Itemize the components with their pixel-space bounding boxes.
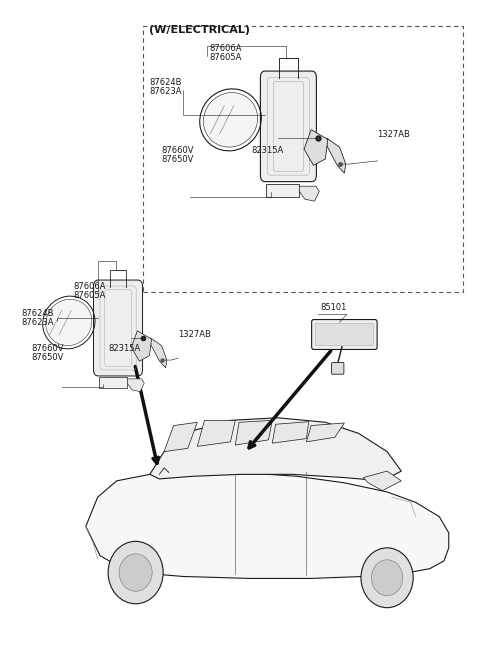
Text: 82315A: 82315A [108, 344, 140, 354]
Text: 87605A: 87605A [73, 291, 106, 300]
Polygon shape [272, 422, 309, 443]
Polygon shape [300, 186, 319, 201]
Text: 87624B: 87624B [149, 77, 181, 87]
Text: 87605A: 87605A [209, 53, 241, 62]
Polygon shape [306, 423, 344, 442]
Ellipse shape [46, 299, 92, 346]
Polygon shape [86, 472, 449, 579]
Polygon shape [127, 379, 144, 392]
Text: 1327AB: 1327AB [179, 330, 211, 339]
Polygon shape [304, 130, 328, 165]
Polygon shape [197, 420, 235, 446]
Polygon shape [132, 331, 152, 361]
FancyBboxPatch shape [94, 280, 143, 376]
Text: (W/ELECTRICAL): (W/ELECTRICAL) [149, 26, 250, 35]
FancyBboxPatch shape [332, 363, 344, 374]
Text: 1327AB: 1327AB [378, 130, 410, 138]
Text: 87623A: 87623A [22, 318, 54, 327]
Text: 82315A: 82315A [252, 146, 284, 155]
FancyBboxPatch shape [312, 319, 377, 350]
Text: 85101: 85101 [321, 302, 347, 312]
Bar [143, 26, 463, 292]
Text: 87606A: 87606A [209, 44, 241, 53]
Text: 87624B: 87624B [22, 309, 54, 318]
FancyBboxPatch shape [261, 71, 316, 182]
Text: 87650V: 87650V [31, 354, 64, 362]
Ellipse shape [119, 554, 152, 591]
Polygon shape [164, 422, 197, 451]
Polygon shape [235, 420, 272, 445]
Polygon shape [150, 418, 401, 481]
Text: 87606A: 87606A [73, 282, 106, 291]
Ellipse shape [204, 92, 258, 147]
Polygon shape [363, 471, 401, 491]
Ellipse shape [108, 541, 163, 604]
Text: 87650V: 87650V [162, 155, 194, 164]
Ellipse shape [361, 548, 413, 607]
Polygon shape [99, 377, 127, 388]
Polygon shape [266, 184, 300, 197]
Ellipse shape [372, 560, 403, 596]
Polygon shape [327, 138, 346, 173]
Text: 87623A: 87623A [149, 87, 181, 96]
Text: 87660V: 87660V [31, 344, 64, 354]
Polygon shape [151, 338, 167, 368]
Text: 87660V: 87660V [162, 146, 194, 155]
FancyBboxPatch shape [315, 323, 373, 346]
